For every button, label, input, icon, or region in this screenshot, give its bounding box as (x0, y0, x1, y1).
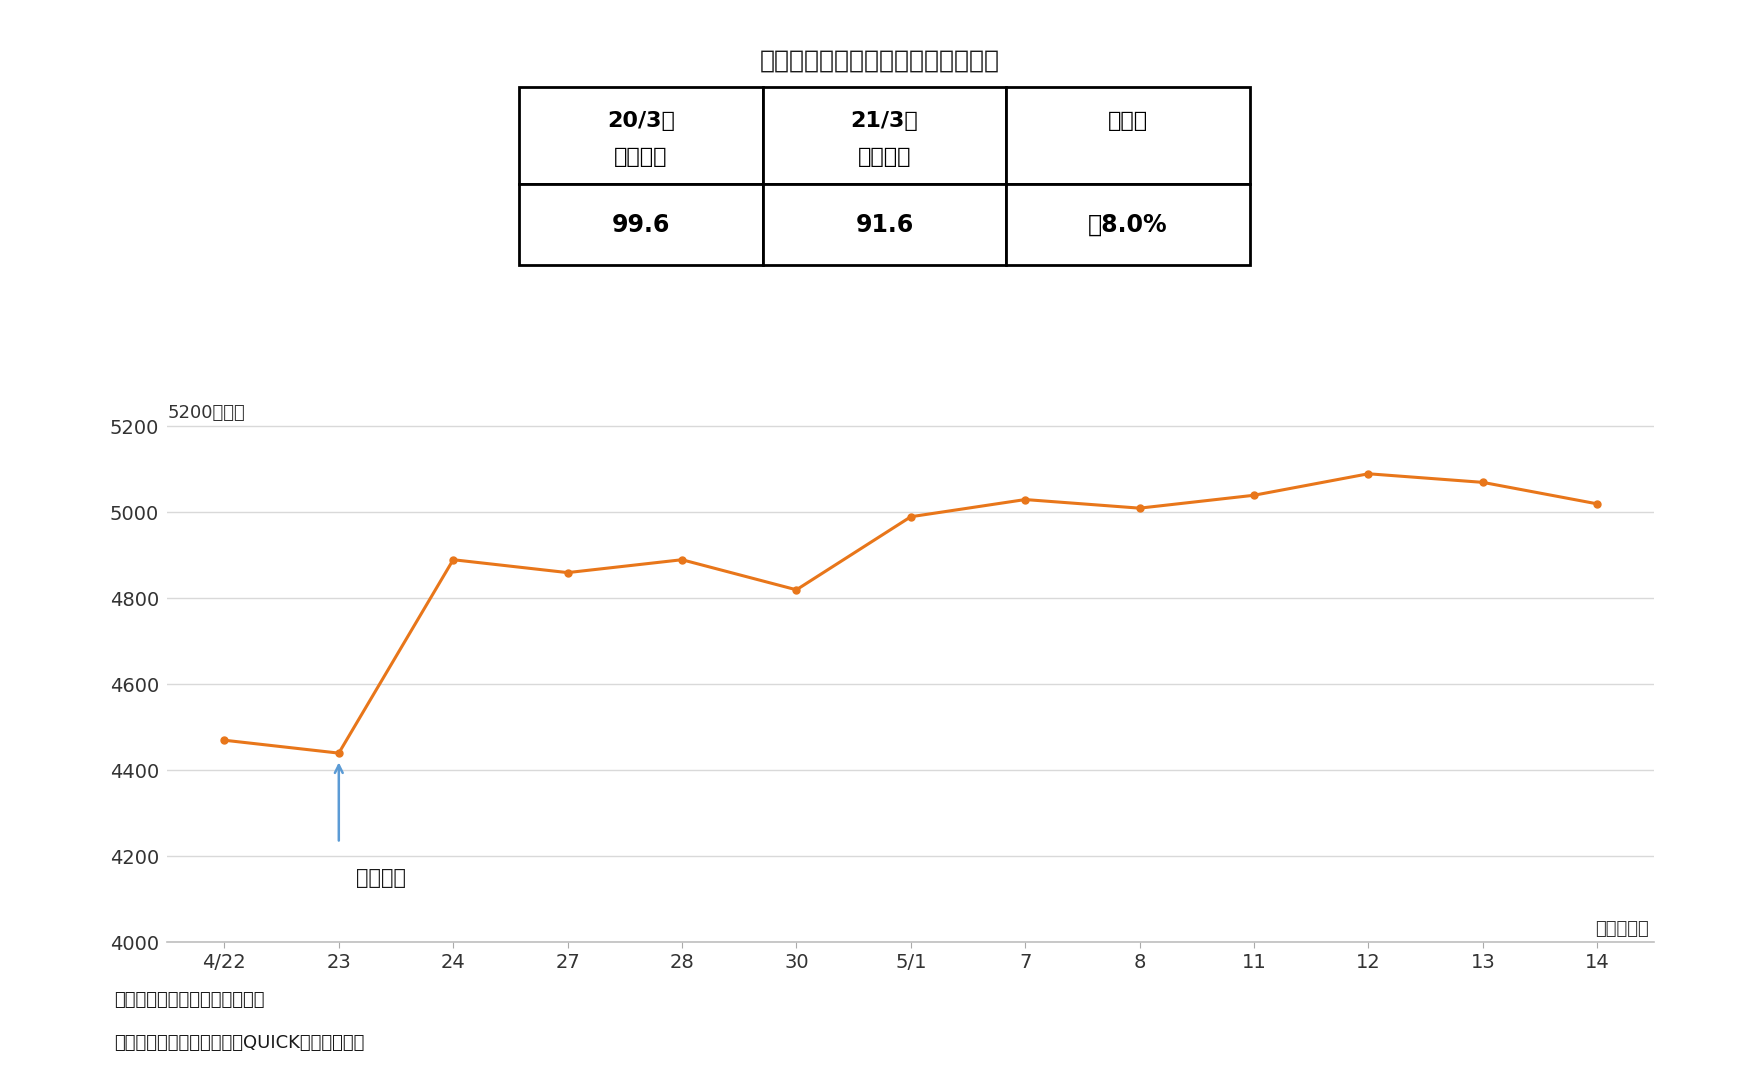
Text: －8.0%: －8.0% (1088, 212, 1167, 237)
Text: 決算発表: 決算発表 (356, 867, 407, 888)
Text: （月／日）: （月／日） (1595, 919, 1649, 938)
Text: 99.6: 99.6 (612, 212, 671, 237)
Text: （資料）　同社決算短信、QUICKより筆者作成: （資料） 同社決算短信、QUICKより筆者作成 (114, 1034, 364, 1053)
Text: 増減率: 増減率 (1107, 110, 1148, 131)
Text: 91.6: 91.6 (855, 212, 913, 237)
Text: 21/3期: 21/3期 (850, 110, 919, 131)
Text: 20/3期: 20/3期 (607, 110, 674, 131)
Text: （予想）: （予想） (857, 147, 912, 167)
Text: 【図表４】オービックの業績と株価: 【図表４】オービックの業績と株価 (760, 49, 1000, 73)
Text: （実績）: （実績） (614, 147, 667, 167)
Text: （注）　業績は純利益（億円）: （注） 業績は純利益（億円） (114, 991, 266, 1009)
Text: 5200（円）: 5200（円） (167, 404, 245, 422)
